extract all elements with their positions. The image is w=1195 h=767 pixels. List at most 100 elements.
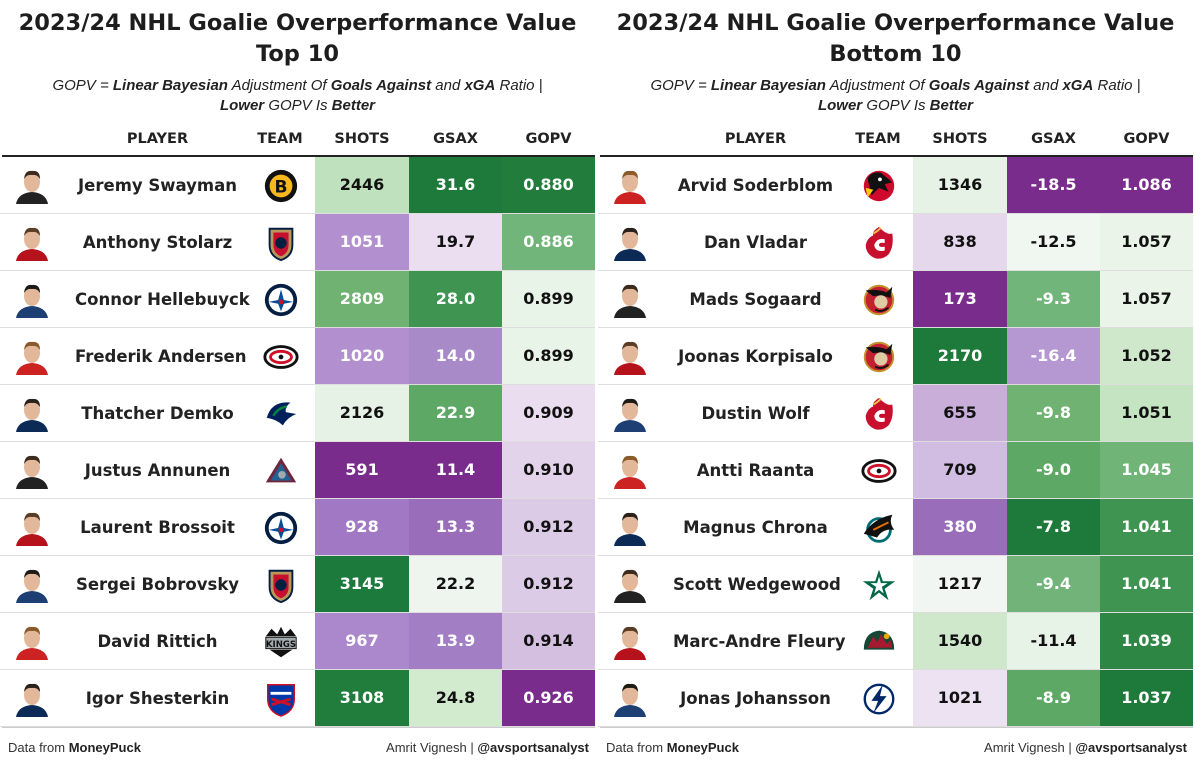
gsax-cell: 13.9 <box>409 613 502 669</box>
subtitle-line-2: Lower GOPV Is Better <box>598 96 1193 116</box>
chart-title: 2023/24 NHL Goalie Overperformance Value… <box>0 8 595 70</box>
subtitle-line-1: GOPV = Linear Bayesian Adjustment Of Goa… <box>598 76 1193 96</box>
subtitle-fragment: Adjustment Of <box>227 77 331 94</box>
player-name: Magnus Chrona <box>683 518 828 537</box>
subtitle-fragment: Lower <box>219 97 265 114</box>
subtitle-line-1: GOPV = Linear Bayesian Adjustment Of Goa… <box>0 76 595 96</box>
gsax-cell: -11.4 <box>1007 613 1100 669</box>
subtitle-fragment: Adjustment Of <box>825 77 929 94</box>
table-row: Antti Raanta 709 -9.0 1.045 <box>598 442 1193 499</box>
player-headshot-icon <box>614 284 646 318</box>
gsax-cell: -16.4 <box>1007 328 1100 384</box>
subtitle-fragment: Ratio | <box>495 77 543 94</box>
sharks-logo-icon <box>863 514 895 543</box>
player-name: Sergei Bobrovsky <box>75 575 240 594</box>
subtitle-fragment: Goals Against <box>330 77 432 94</box>
canucks-logo-icon <box>266 402 297 426</box>
player-headshot-icon <box>614 170 646 204</box>
player-name: Antti Raanta <box>696 461 815 480</box>
player-name: Anthony Stolarz <box>82 233 233 252</box>
player-name: Dustin Wolf <box>701 404 810 423</box>
player-name: Thatcher Demko <box>81 404 234 423</box>
gopv-cell: 0.926 <box>502 670 595 726</box>
table-row: Igor Shesterkin 3108 24.8 0.926 <box>0 670 595 727</box>
table-row: Sergei Bobrovsky 3145 22.2 0.912 <box>0 556 595 613</box>
source-prefix: Data from <box>8 740 69 755</box>
subtitle-fragment: Better <box>331 97 376 114</box>
player-name: Connor Hellebuyck <box>75 290 250 309</box>
player-name: Jeremy Swayman <box>78 176 237 195</box>
shots-cell: 2170 <box>913 328 1007 384</box>
subtitle-fragment: GOPV = <box>52 77 113 94</box>
shots-cell: 928 <box>315 499 409 555</box>
gopv-cell: 1.039 <box>1100 613 1193 669</box>
shots-cell: 709 <box>913 442 1007 498</box>
chart-subtitle: GOPV = Linear Bayesian Adjustment Of Goa… <box>598 76 1193 116</box>
player-name: Justus Annunen <box>84 461 231 480</box>
subtitle-fragment: and <box>431 77 465 94</box>
gopv-cell: 1.041 <box>1100 499 1193 555</box>
player-headshot-icon <box>16 284 48 318</box>
player-headshot-icon <box>16 455 48 489</box>
gopv-cell: 0.912 <box>502 556 595 612</box>
source-name: MoneyPuck <box>666 740 739 755</box>
gopv-cell: 0.886 <box>502 214 595 270</box>
header-divider <box>600 155 1193 157</box>
source-name: MoneyPuck <box>68 740 141 755</box>
svg-text:KINGS: KINGS <box>266 640 296 650</box>
shots-cell: 591 <box>315 442 409 498</box>
gopv-cell: 1.057 <box>1100 214 1193 270</box>
wild-logo-icon <box>863 630 895 650</box>
gopv-cell: 1.045 <box>1100 442 1193 498</box>
player-headshot-icon <box>16 398 48 432</box>
header-player: PLAYER <box>126 131 189 147</box>
table-row: Arvid Soderblom 1346 -18.5 1.086 <box>598 157 1193 214</box>
shots-cell: 2446 <box>315 157 409 213</box>
player-headshot-icon <box>614 512 646 546</box>
title-line: 2023/24 NHL Goalie Overperformance Value <box>18 10 577 36</box>
header-gopv: GOPV <box>525 131 572 147</box>
gopv-cell: 0.914 <box>502 613 595 669</box>
player-headshot-icon <box>16 227 48 261</box>
shots-cell: 655 <box>913 385 1007 441</box>
table-row: Marc-Andre Fleury 1540 -11.4 1.039 <box>598 613 1193 670</box>
gsax-cell: -18.5 <box>1007 157 1100 213</box>
gsax-cell: 28.0 <box>409 271 502 327</box>
author-credit: Amrit Vignesh | @avsportsanalyst <box>386 740 589 755</box>
shots-cell: 173 <box>913 271 1007 327</box>
author-name: Amrit Vignesh | <box>984 740 1076 755</box>
gsax-cell: -9.8 <box>1007 385 1100 441</box>
gsax-cell: -9.4 <box>1007 556 1100 612</box>
player-headshot-icon <box>16 512 48 546</box>
subtitle-line-2: Lower GOPV Is Better <box>0 96 595 116</box>
senators-logo-icon <box>863 284 895 316</box>
gsax-cell: -8.9 <box>1007 670 1100 726</box>
gopv-cell: 1.057 <box>1100 271 1193 327</box>
player-name: Joonas Korpisalo <box>678 347 833 366</box>
title-line: 2023/24 NHL Goalie Overperformance Value <box>616 10 1175 36</box>
player-headshot-icon <box>16 626 48 660</box>
table-row: David Rittich KINGS 967 13.9 0.914 <box>0 613 595 670</box>
table-row: Frederik Andersen 1020 14.0 0.899 <box>0 328 595 385</box>
shots-cell: 1021 <box>913 670 1007 726</box>
gopv-cell: 0.880 <box>502 157 595 213</box>
table-row: Laurent Brossoit 928 13.3 0.912 <box>0 499 595 556</box>
kings-logo-icon: KINGS <box>265 626 297 658</box>
shots-cell: 838 <box>913 214 1007 270</box>
player-headshot-icon <box>614 455 646 489</box>
panthers-logo-icon <box>268 227 294 262</box>
author-handle: @avsportsanalyst <box>477 740 589 755</box>
stars-logo-icon <box>862 569 896 601</box>
subtitle-fragment: GOPV Is <box>862 97 930 114</box>
subtitle-fragment: Goals Against <box>928 77 1030 94</box>
gopv-cell: 0.899 <box>502 328 595 384</box>
footer-divider <box>2 727 595 728</box>
gsax-cell: 19.7 <box>409 214 502 270</box>
panthers-logo-icon <box>268 569 294 604</box>
chart-title: 2023/24 NHL Goalie Overperformance Value… <box>598 8 1193 70</box>
gopv-cell: 1.086 <box>1100 157 1193 213</box>
player-name: Scott Wedgewood <box>673 575 841 594</box>
subtitle-fragment: Linear Bayesian <box>710 77 826 94</box>
header-shots: SHOTS <box>932 131 988 147</box>
gopv-cell: 0.899 <box>502 271 595 327</box>
